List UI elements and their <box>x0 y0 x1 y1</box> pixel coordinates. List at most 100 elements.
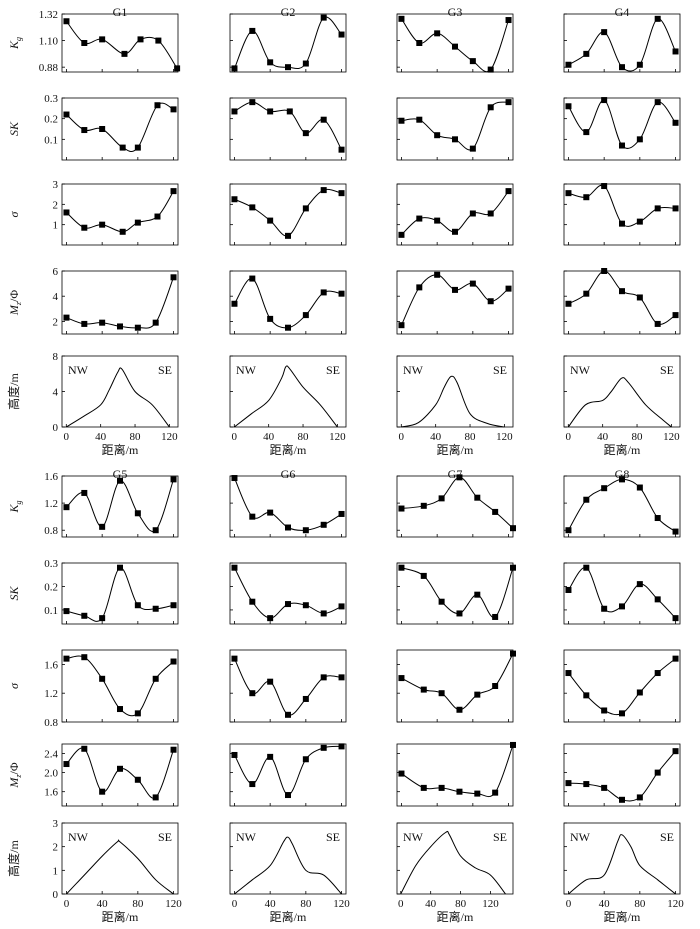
data-point <box>601 29 608 36</box>
y-tick-label: 0 <box>53 422 59 434</box>
series-line <box>401 476 514 529</box>
data-point <box>398 675 405 682</box>
data-point <box>416 40 423 46</box>
data-point <box>170 106 177 113</box>
y-tick-label: 1 <box>53 220 59 232</box>
y-tick-label: 0.3 <box>44 558 58 570</box>
data-point <box>474 691 481 698</box>
data-point <box>63 655 70 662</box>
series-line <box>66 747 174 799</box>
panel-frame <box>61 649 179 723</box>
data-point <box>601 707 608 714</box>
data-point <box>619 220 625 227</box>
x-tick-label: 80 <box>298 431 310 443</box>
x-tick-label: 0 <box>232 898 238 910</box>
panel-g1-sigma: 1 2 3 <box>53 179 179 246</box>
series-line <box>568 99 676 149</box>
x-axis-label: 距离/m <box>102 909 139 924</box>
series-line <box>568 750 676 802</box>
x-tick-label: 120 <box>161 431 178 443</box>
data-point <box>231 475 238 482</box>
data-point <box>583 129 590 136</box>
y-tick-label: 0.3 <box>44 93 58 105</box>
data-point <box>420 572 427 579</box>
x-tick-label: 0 <box>566 431 572 443</box>
y-tick-label: 0.2 <box>44 114 58 126</box>
series-line <box>568 658 676 716</box>
x-axis-label: 距离/m <box>270 909 307 924</box>
series-line <box>568 567 676 619</box>
panel-g7-mz <box>396 741 516 807</box>
y-tick-label: 4 <box>53 387 59 399</box>
direction-nw: NW <box>570 363 591 377</box>
data-point <box>492 789 499 796</box>
panel-g2-mz <box>229 270 347 335</box>
data-point <box>249 598 256 605</box>
x-tick-label: 80 <box>465 431 477 443</box>
panel-frame <box>229 822 347 895</box>
data-point <box>302 130 309 137</box>
panel-frame <box>229 475 347 538</box>
data-point <box>174 65 181 72</box>
data-point <box>302 756 309 763</box>
data-point <box>672 748 679 755</box>
data-point <box>636 61 643 68</box>
group-title-g6: G6 <box>281 467 296 481</box>
data-point <box>81 745 88 752</box>
data-point <box>672 312 679 319</box>
data-point <box>601 605 608 612</box>
data-point <box>672 48 679 55</box>
data-point <box>285 792 291 799</box>
panel-g4-sigma <box>563 183 681 246</box>
x-tick-label: 0 <box>398 898 404 910</box>
data-point <box>654 670 661 677</box>
x-tick-label: 40 <box>263 431 275 443</box>
panel-g8-height: 0 40 80 120 NW SE 距离/m <box>563 822 684 924</box>
panel-frame <box>396 475 514 538</box>
data-point <box>474 790 481 797</box>
data-point <box>267 509 274 516</box>
data-point <box>249 690 256 697</box>
series-line <box>401 567 514 618</box>
row-label-sigma: σ <box>7 682 21 689</box>
data-point <box>438 598 445 605</box>
data-point <box>565 190 572 197</box>
y-tick-label: 3 <box>53 179 59 191</box>
direction-se: SE <box>493 363 507 377</box>
data-point <box>619 288 625 295</box>
data-point <box>456 474 463 481</box>
data-point <box>121 50 128 57</box>
data-point <box>456 706 463 713</box>
data-point <box>583 692 590 699</box>
y-axis-label: SK <box>7 121 21 136</box>
series-line <box>568 270 676 325</box>
data-point <box>320 187 327 194</box>
data-point <box>81 40 88 46</box>
panel-frame <box>229 743 347 807</box>
panel-g6-sk <box>229 562 347 625</box>
x-tick-label: 120 <box>482 898 499 910</box>
y-tick-label: 1.6 <box>44 471 58 483</box>
panel-g7-sigma <box>396 649 516 723</box>
data-point <box>286 108 293 115</box>
data-point <box>117 765 123 772</box>
data-point <box>398 117 405 124</box>
y-tick-label: 1.10 <box>39 36 59 48</box>
data-point <box>320 610 327 617</box>
panel-frame <box>396 822 514 895</box>
data-point <box>487 104 494 111</box>
data-point <box>565 103 572 110</box>
data-point <box>619 142 625 149</box>
data-point <box>434 132 441 139</box>
panel-g4-kg: G4 <box>563 5 681 73</box>
data-point <box>510 650 516 657</box>
x-tick-label: 40 <box>425 898 437 910</box>
panel-g6-sigma <box>229 649 347 723</box>
panel-g8-mz <box>563 743 681 807</box>
panel-frame <box>563 270 681 335</box>
data-point <box>438 784 445 791</box>
panel-g8-sigma <box>563 649 681 723</box>
series-line <box>567 377 672 428</box>
